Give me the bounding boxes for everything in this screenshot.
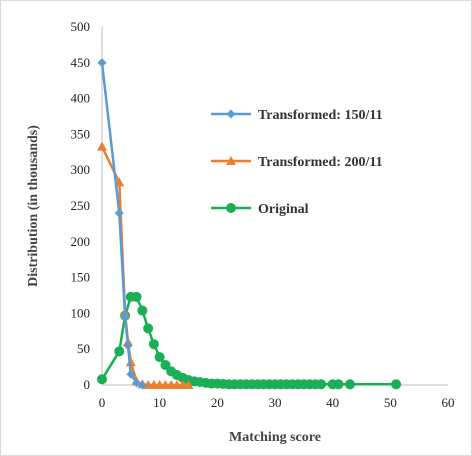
data-point xyxy=(391,379,402,390)
data-point xyxy=(333,379,344,390)
data-point xyxy=(123,341,133,351)
data-point xyxy=(131,291,142,302)
legend-label: Original xyxy=(258,202,309,217)
data-point xyxy=(344,379,355,390)
x-axis-title: Matching score xyxy=(229,430,321,445)
y-tick-label: 300 xyxy=(71,162,91,177)
data-point xyxy=(160,359,171,370)
y-tick-label: 0 xyxy=(84,377,91,392)
y-tick-label: 350 xyxy=(71,126,91,141)
data-point xyxy=(125,357,136,367)
y-tick-label: 400 xyxy=(71,91,91,106)
data-point xyxy=(148,339,159,350)
data-point xyxy=(143,323,154,334)
y-tick-label: 150 xyxy=(71,270,91,285)
legend: Transformed: 150/11 Transformed: 200/11 Or… xyxy=(211,108,383,217)
series-2 xyxy=(97,141,194,389)
data-point xyxy=(316,379,327,390)
legend-entry: Transformed: 150/11 xyxy=(211,108,383,123)
legend-entry: Original xyxy=(211,202,309,217)
x-tick-label: 10 xyxy=(153,395,166,410)
legend-marker xyxy=(226,109,236,119)
y-tick-label: 50 xyxy=(77,341,90,356)
data-point xyxy=(114,346,125,357)
x-tick-label: 0 xyxy=(99,395,106,410)
y-tick-label: 100 xyxy=(71,305,91,320)
y-tick-label: 500 xyxy=(71,19,91,34)
x-tick-label: 20 xyxy=(211,395,224,410)
legend-marker xyxy=(226,203,236,213)
data-point xyxy=(97,141,107,151)
legend-label: Transformed: 200/11 xyxy=(258,155,383,170)
y-tick-label: 200 xyxy=(71,234,91,249)
y-tick-label: 450 xyxy=(71,55,91,70)
data-point xyxy=(154,352,165,363)
data-point xyxy=(97,374,107,385)
y-axis-title: Distribution (in thousands) xyxy=(26,125,41,287)
x-tick-labels: 0 10 20 30 40 50 60 xyxy=(99,395,455,410)
y-tick-label: 250 xyxy=(71,198,91,213)
data-point xyxy=(137,380,147,390)
legend-label: Transformed: 150/11 xyxy=(258,108,383,123)
data-point xyxy=(183,380,194,389)
x-tick-label: 30 xyxy=(269,395,282,410)
x-tick-label: 40 xyxy=(326,395,339,410)
data-point xyxy=(97,58,107,68)
data-point xyxy=(120,312,130,322)
legend-entry: Transformed: 200/11 xyxy=(211,155,383,170)
legend-marker xyxy=(226,156,236,165)
series-3 xyxy=(97,291,402,390)
y-tick-labels: 0 50 100 150 200 250 300 350 400 450 500 xyxy=(71,19,91,392)
data-point xyxy=(114,208,124,218)
data-point xyxy=(137,305,148,316)
x-tick-label: 50 xyxy=(384,395,397,410)
x-tick-label: 60 xyxy=(442,395,455,410)
series xyxy=(97,58,402,390)
